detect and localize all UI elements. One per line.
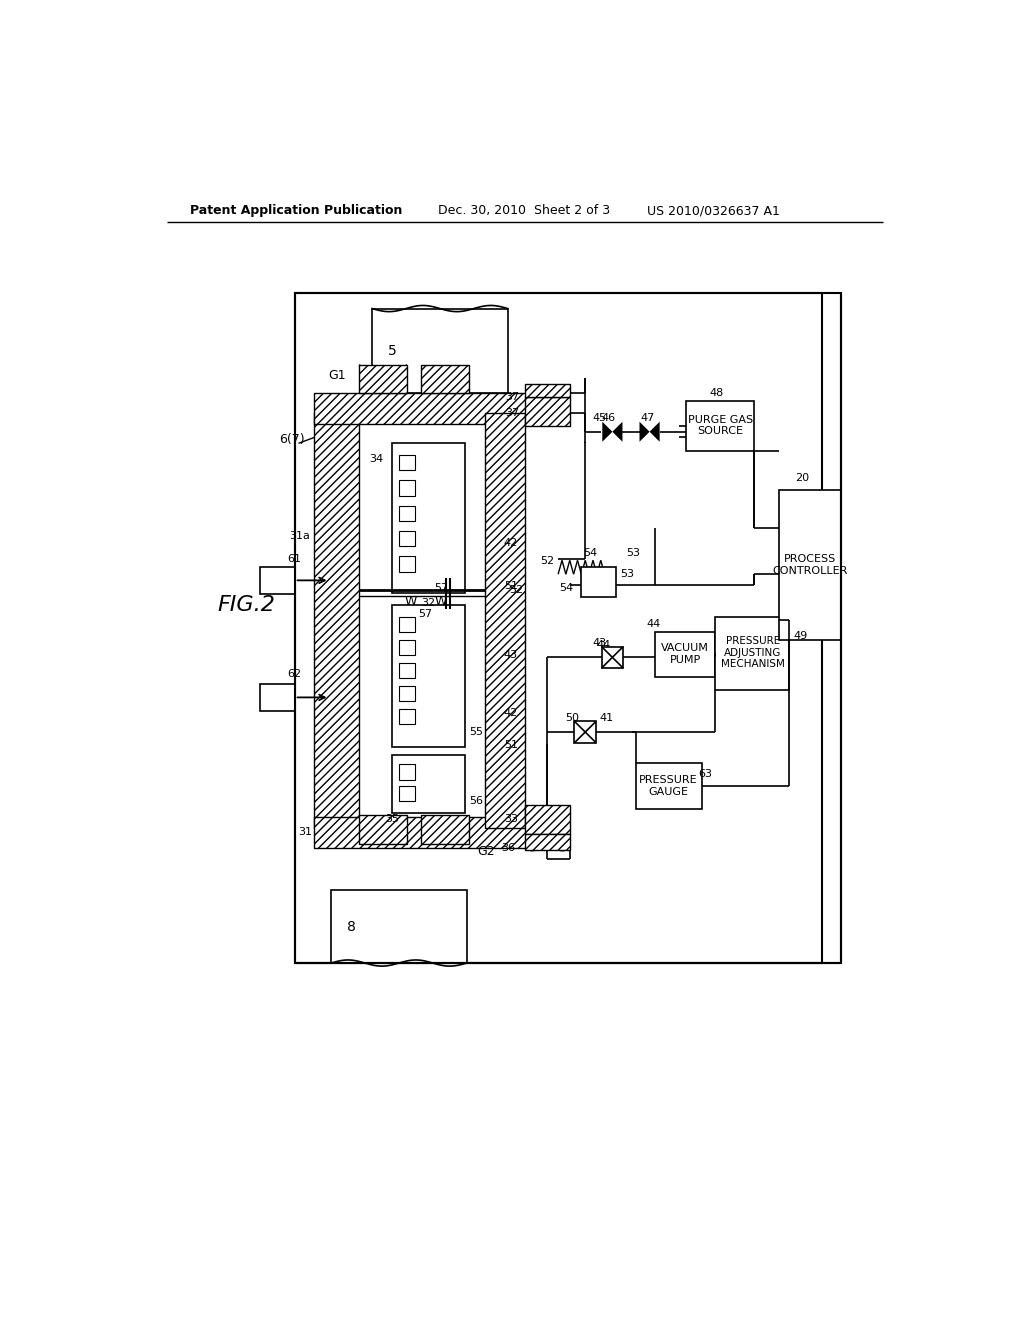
Bar (421, 816, 469, 843)
Bar (399, 764, 415, 780)
Bar (524, 834, 569, 850)
Text: Patent Application Publication: Patent Application Publication (190, 205, 402, 218)
Polygon shape (612, 422, 623, 442)
Text: PRESSURE
ADJUSTING
MECHANISM: PRESSURE ADJUSTING MECHANISM (721, 636, 784, 669)
Text: G1: G1 (328, 370, 345, 381)
Text: 55: 55 (469, 727, 483, 737)
Bar (314, 393, 547, 424)
Bar (686, 401, 755, 451)
Bar (484, 412, 524, 829)
Bar (636, 763, 701, 809)
Text: VACUUM
PUMP: VACUUM PUMP (662, 643, 710, 665)
Bar (601, 647, 624, 668)
Text: 62: 62 (288, 669, 302, 680)
Text: 43: 43 (592, 639, 606, 648)
Bar (399, 480, 415, 495)
Text: PRESSURE
GAUGE: PRESSURE GAUGE (639, 775, 697, 797)
Text: 61: 61 (288, 554, 302, 564)
Text: 36: 36 (502, 842, 515, 853)
Text: 52: 52 (540, 556, 554, 566)
Text: Dec. 30, 2010  Sheet 2 of 3: Dec. 30, 2010 Sheet 2 of 3 (438, 205, 610, 218)
Bar (524, 805, 569, 834)
Text: 46: 46 (601, 413, 615, 422)
Text: 42: 42 (504, 539, 518, 548)
Polygon shape (649, 422, 659, 442)
Bar (582, 566, 616, 597)
Bar (331, 890, 467, 964)
Text: 31a: 31a (289, 531, 310, 541)
Text: 43: 43 (504, 649, 518, 660)
Text: 50: 50 (565, 713, 580, 723)
Bar (399, 455, 415, 470)
Text: US 2010/0326637 A1: US 2010/0326637 A1 (647, 205, 780, 218)
Bar (260, 684, 295, 711)
Bar (314, 412, 359, 829)
Text: 6(7): 6(7) (280, 433, 305, 446)
Bar (314, 817, 547, 847)
Bar (372, 309, 508, 393)
Bar (524, 384, 569, 397)
Bar (260, 566, 295, 594)
Polygon shape (640, 422, 649, 442)
Bar (399, 709, 415, 725)
Text: 33: 33 (504, 814, 518, 824)
Text: W: W (434, 594, 446, 607)
Bar (359, 364, 407, 393)
Bar (421, 364, 469, 393)
Text: 37: 37 (505, 392, 519, 403)
Bar (655, 632, 716, 677)
Bar (391, 605, 465, 747)
Text: 48: 48 (710, 388, 724, 399)
Bar (399, 663, 415, 678)
Text: 44: 44 (597, 640, 611, 649)
Text: 51: 51 (504, 581, 518, 591)
Text: 44: 44 (646, 619, 660, 630)
Text: 41: 41 (600, 713, 614, 723)
Text: 57: 57 (419, 610, 433, 619)
Text: 57: 57 (434, 583, 449, 593)
Text: 54: 54 (583, 548, 597, 557)
Text: PURGE GAS
SOURCE: PURGE GAS SOURCE (687, 414, 753, 437)
Text: 54: 54 (559, 583, 573, 593)
Text: 53: 53 (627, 548, 640, 557)
Text: G2: G2 (477, 845, 495, 858)
Text: W: W (404, 594, 417, 607)
Text: 34: 34 (370, 454, 384, 463)
Polygon shape (602, 422, 612, 442)
Text: 63: 63 (698, 770, 713, 779)
Bar (524, 397, 569, 426)
Bar (399, 686, 415, 701)
Text: 53: 53 (621, 569, 634, 579)
Bar (779, 490, 841, 640)
Bar (716, 616, 790, 689)
Text: 35: 35 (385, 814, 399, 824)
Text: 47: 47 (640, 413, 654, 422)
Text: 20: 20 (796, 473, 809, 483)
Text: 37: 37 (505, 408, 519, 417)
Text: 51: 51 (504, 741, 518, 750)
Text: 32: 32 (422, 598, 436, 607)
Bar (574, 721, 596, 743)
Text: 42: 42 (504, 708, 518, 718)
Bar (399, 616, 415, 632)
Bar (391, 444, 465, 594)
Text: 45: 45 (592, 413, 606, 422)
Text: 8: 8 (346, 920, 355, 933)
Bar (359, 816, 407, 843)
Bar (399, 531, 415, 546)
Text: PROCESS
CONTROLLER: PROCESS CONTROLLER (772, 554, 848, 576)
Text: 31: 31 (298, 828, 312, 837)
Bar (391, 755, 465, 813)
Text: 5: 5 (388, 345, 396, 358)
Text: 56: 56 (469, 796, 483, 807)
Bar (399, 557, 415, 572)
Text: 52: 52 (509, 585, 523, 594)
Text: 49: 49 (793, 631, 807, 640)
Bar (399, 506, 415, 521)
Bar (399, 640, 415, 655)
Bar (399, 785, 415, 801)
Bar (295, 293, 841, 964)
Bar (295, 293, 821, 964)
Text: FIG.2: FIG.2 (217, 595, 275, 615)
